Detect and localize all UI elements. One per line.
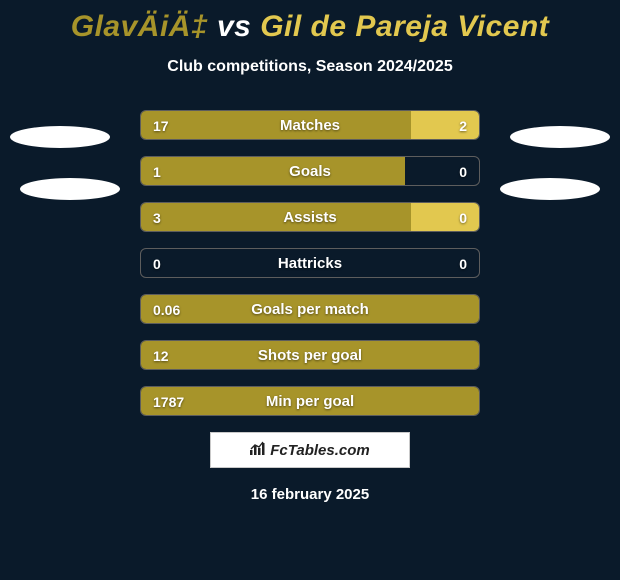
stat-value-right: 0: [459, 249, 467, 278]
player1-name: GlavÄiÄ‡: [71, 10, 208, 43]
bar-fill-left: [141, 341, 479, 369]
bar-fill-left: [141, 157, 405, 185]
bar-fill-right: [411, 203, 479, 231]
stat-row: 0 0Hattricks: [140, 248, 480, 278]
bar-fill-left: [141, 295, 479, 323]
vs-label: vs: [217, 10, 251, 43]
stat-value-left: 0: [153, 249, 161, 278]
stats-comparison-card: GlavÄiÄ‡ vs Gil de Pareja Vicent Club co…: [0, 0, 620, 580]
bar-fill-left: [141, 203, 411, 231]
stat-row: 30Assists: [140, 202, 480, 232]
bar-fill-left: [141, 387, 479, 415]
stat-rows: 172Matches10Goals30Assists00Hattricks0.0…: [0, 110, 620, 416]
stat-row: 10Goals: [140, 156, 480, 186]
brand-box[interactable]: FcTables.com: [210, 432, 410, 468]
stat-row: 1787Min per goal: [140, 386, 480, 416]
stat-row: 12Shots per goal: [140, 340, 480, 370]
player2-name: Gil de Pareja Vicent: [260, 10, 549, 43]
subtitle: Club competitions, Season 2024/2025: [0, 58, 620, 76]
stat-value-right: 0: [459, 157, 467, 186]
date-label: 16 february 2025: [0, 486, 620, 503]
page-title: GlavÄiÄ‡ vs Gil de Pareja Vicent: [0, 0, 620, 44]
brand-text: FcTables.com: [270, 442, 369, 459]
brand-label: FcTables.com: [250, 441, 369, 459]
bar-fill-left: [141, 111, 411, 139]
stat-row: 0.06Goals per match: [140, 294, 480, 324]
stat-label: Hattricks: [141, 249, 479, 278]
bar-fill-right: [411, 111, 479, 139]
chart-icon: [250, 441, 266, 459]
stat-row: 172Matches: [140, 110, 480, 140]
